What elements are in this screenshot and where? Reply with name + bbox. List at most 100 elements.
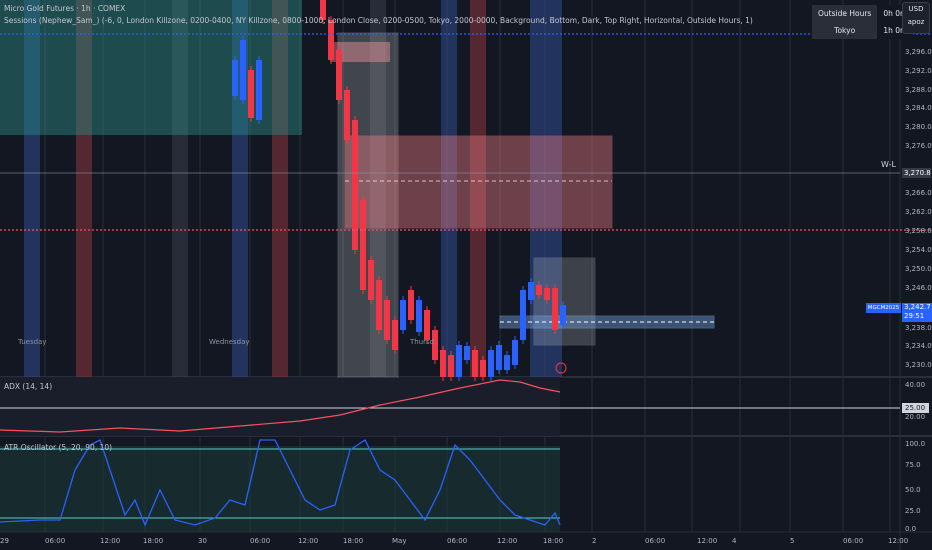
time-axis-label: 5 xyxy=(790,537,794,545)
adx-indicator-label[interactable]: ADX (14, 14) xyxy=(4,382,53,391)
price-axis-label: 3,296.0 xyxy=(905,48,932,56)
candle-body xyxy=(416,300,422,332)
atr-axis-label: 25.0 xyxy=(905,507,921,515)
sessions-table: Outside Hours 0h 0m Tokyo 1h 0m xyxy=(812,5,914,39)
candle-body xyxy=(360,200,366,290)
candle-body xyxy=(336,50,342,100)
sessions-row: Outside Hours 0h 0m xyxy=(812,5,914,22)
candle-body xyxy=(480,360,486,377)
candle-body xyxy=(440,350,446,377)
price-axis-label: 3,250.0 xyxy=(905,265,932,273)
price-axis-label: 3,288.0 xyxy=(905,86,932,94)
time-axis-label: 18:00 xyxy=(543,537,563,545)
sessions-indicator-label[interactable]: Sessions (Nephew_Sam_) (-6, 0, London Ki… xyxy=(4,16,753,25)
candle-body xyxy=(464,346,470,360)
ny-session-band xyxy=(470,0,486,377)
bar-countdown: 29:51 xyxy=(904,312,925,320)
price-axis-label: 3,230.0 xyxy=(905,361,932,369)
time-axis-label: 18:00 xyxy=(143,537,163,545)
adx-axis-label: 40.00 xyxy=(905,381,925,389)
time-axis-label: 30 xyxy=(198,537,207,545)
candle-body xyxy=(344,90,350,140)
price-axis-label: 3,292.0 xyxy=(905,67,932,75)
session-band xyxy=(172,0,188,377)
candle-body xyxy=(320,0,326,20)
adx-axis-label: 20.00 xyxy=(905,413,925,421)
atr-indicator-label[interactable]: ATR Oscillator (5, 20, 90, 10) xyxy=(4,443,113,452)
atr-axis-label: 50.0 xyxy=(905,486,921,494)
time-axis-label: 06:00 xyxy=(45,537,65,545)
current-price-tag: 3,242.7 29:51 xyxy=(902,303,932,322)
candle-body xyxy=(232,60,238,96)
ny-session-band xyxy=(272,0,288,377)
candle-body xyxy=(472,350,478,377)
candle-body xyxy=(240,40,246,100)
candle-body xyxy=(368,260,374,300)
sessions-row: Tokyo 1h 0m xyxy=(812,22,914,39)
chart-title[interactable]: Micro Gold Futures · 1h · COMEX xyxy=(4,4,126,13)
candle-body xyxy=(520,290,526,340)
candle-body xyxy=(376,280,382,330)
weekly-low-label: W-L xyxy=(881,160,896,169)
time-axis-label: 12:00 xyxy=(497,537,517,545)
currency-code: USD xyxy=(908,5,924,13)
candle-body xyxy=(248,70,254,118)
london-session-band xyxy=(24,0,40,377)
candle-body xyxy=(328,20,334,60)
level-price-tag: 3,270.8 xyxy=(902,168,931,178)
range-box xyxy=(533,257,596,346)
price-axis-label: 3,258.0 xyxy=(905,227,932,235)
currency-button[interactable]: USD apoz xyxy=(902,2,930,34)
candle-body xyxy=(432,330,438,360)
time-axis-label: 06:00 xyxy=(250,537,270,545)
candle-body xyxy=(448,355,454,377)
atr-axis-label: 0.0 xyxy=(905,525,916,533)
atr-axis-label: 100.0 xyxy=(905,440,925,448)
london-session-band xyxy=(441,0,457,377)
current-price: 3,242.7 xyxy=(904,303,931,311)
candle-body xyxy=(544,288,550,300)
price-axis-label: 3,280.0 xyxy=(905,123,932,131)
time-axis-label: 12:00 xyxy=(888,537,908,545)
time-axis-label: 06:00 xyxy=(645,537,665,545)
candle-body xyxy=(504,355,510,370)
symbol-tag: MGCM2025 xyxy=(866,303,901,313)
currency-sub: apoz xyxy=(907,18,925,26)
candle-body xyxy=(424,310,430,340)
candle-body xyxy=(552,288,558,330)
time-axis-label: 4 xyxy=(732,537,737,545)
adx-pane-bg xyxy=(0,377,560,436)
atr-zone xyxy=(0,446,560,532)
price-axis-label: 3,238.0 xyxy=(905,324,932,332)
price-axis-label: 3,284.0 xyxy=(905,104,932,112)
supply-zone xyxy=(344,135,613,229)
candle-body xyxy=(488,350,494,377)
adx-threshold-tag: 25.00 xyxy=(902,403,929,413)
time-axis-label: 18:00 xyxy=(343,537,363,545)
time-axis-label: 06:00 xyxy=(447,537,467,545)
candle-body xyxy=(400,300,406,330)
time-axis-label: 12:00 xyxy=(298,537,318,545)
atr-line xyxy=(0,439,561,527)
price-axis-label: 3,254.0 xyxy=(905,246,932,254)
candle-body xyxy=(256,60,262,120)
day-label: Wednesday xyxy=(209,338,250,346)
candle-body xyxy=(408,290,414,320)
time-axis-label: 06:00 xyxy=(843,537,863,545)
session-name: Tokyo xyxy=(812,22,878,39)
candle-body xyxy=(352,120,358,250)
candle-body xyxy=(384,300,390,340)
price-axis-label: 3,276.0 xyxy=(905,142,932,150)
price-axis-label: 3,262.0 xyxy=(905,208,932,216)
candle-body xyxy=(560,305,566,325)
time-axis-label: 29 xyxy=(0,537,9,545)
time-axis-label: 2 xyxy=(592,537,596,545)
time-axis-label: May xyxy=(392,537,406,545)
candle-body xyxy=(496,345,502,370)
session-name: Outside Hours xyxy=(812,5,878,22)
candle-body xyxy=(536,285,542,295)
time-axis-label: 12:00 xyxy=(100,537,120,545)
candle-body xyxy=(512,340,518,365)
candle-body xyxy=(392,320,398,350)
